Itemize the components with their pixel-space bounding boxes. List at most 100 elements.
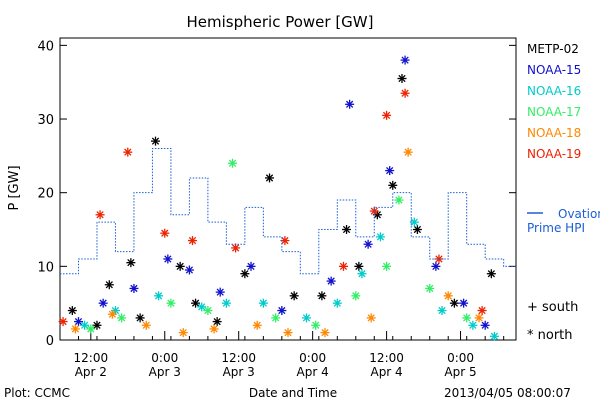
series-noaa-16 <box>80 217 499 341</box>
data-point <box>468 320 478 330</box>
data-point <box>403 147 413 157</box>
y-axis-label: P [GW] <box>7 165 22 210</box>
data-point <box>357 269 367 279</box>
data-point <box>117 313 127 323</box>
data-point <box>320 328 330 338</box>
data-point <box>215 287 225 297</box>
data-point <box>431 261 441 271</box>
data-point <box>221 298 231 308</box>
legend-entry: NOAA-18 <box>527 126 581 140</box>
x-tick-time: 12:00 <box>369 351 404 365</box>
data-point <box>462 313 472 323</box>
data-point <box>73 317 83 327</box>
data-point <box>388 180 398 190</box>
data-point <box>178 328 188 338</box>
data-point <box>129 283 139 293</box>
data-point <box>345 99 355 109</box>
data-point <box>67 306 77 316</box>
y-tick-label: 10 <box>37 260 54 275</box>
x-tick-date: Apr 3 <box>223 365 255 379</box>
y-tick-label: 40 <box>37 39 54 54</box>
data-point <box>385 166 395 176</box>
data-point <box>209 324 219 334</box>
legend-entry: NOAA-16 <box>527 84 581 98</box>
data-point <box>86 324 96 334</box>
data-point <box>228 158 238 168</box>
data-point <box>123 147 133 157</box>
data-point <box>58 317 68 327</box>
data-point <box>187 236 197 246</box>
data-point <box>283 328 293 338</box>
data-point <box>338 261 348 271</box>
data-point <box>246 261 256 271</box>
data-point <box>480 320 490 330</box>
data-point <box>154 291 164 301</box>
data-point <box>175 261 185 271</box>
data-point <box>397 74 407 84</box>
marker-key-south: + south <box>527 300 578 315</box>
data-point <box>412 225 422 235</box>
data-point <box>191 298 201 308</box>
data-point <box>459 298 469 308</box>
series-noaa-15 <box>73 55 490 330</box>
data-point <box>354 261 364 271</box>
data-point <box>271 313 281 323</box>
timestamp: 2013/04/05 08:00:07 <box>444 386 571 400</box>
data-point <box>265 173 275 183</box>
data-point <box>394 195 404 205</box>
x-tick-time: 0:00 <box>447 351 474 365</box>
data-point <box>400 88 410 98</box>
data-point <box>277 306 287 316</box>
x-tick-date: Apr 5 <box>444 365 476 379</box>
y-tick-label: 30 <box>37 113 54 128</box>
y-tick-label: 0 <box>46 334 54 349</box>
x-tick-date: Apr 4 <box>297 365 329 379</box>
data-point <box>135 313 145 323</box>
data-point <box>95 210 105 220</box>
data-point <box>382 110 392 120</box>
data-point <box>258 298 268 308</box>
data-point <box>363 239 373 249</box>
data-point <box>104 280 114 290</box>
data-point <box>477 306 487 316</box>
data-point <box>326 276 336 286</box>
plot-frame <box>59 37 517 341</box>
data-point <box>474 313 484 323</box>
legend-entry: NOAA-17 <box>527 105 581 119</box>
data-point <box>425 283 435 293</box>
data-point <box>160 228 170 238</box>
data-point <box>301 313 311 323</box>
data-point <box>342 225 352 235</box>
series-noaa-18 <box>70 147 484 338</box>
series-noaa-19 <box>58 88 487 327</box>
data-point <box>107 309 117 319</box>
x-tick-date: Apr 4 <box>370 365 402 379</box>
data-point <box>151 136 161 146</box>
data-point <box>240 269 250 279</box>
y-tick-label: 20 <box>37 187 54 202</box>
legend-ovation-line2: Prime HPI <box>527 221 585 235</box>
data-point <box>70 324 80 334</box>
data-point <box>126 258 136 268</box>
legend-ovation-line1: Ovation <box>558 207 600 221</box>
data-point <box>231 243 241 253</box>
data-point <box>163 254 173 264</box>
data-point <box>98 298 108 308</box>
data-point <box>449 298 459 308</box>
data-point <box>366 313 376 323</box>
data-point <box>92 320 102 330</box>
ovation-step-line <box>60 147 516 275</box>
chart-title: Hemispheric Power [GW] <box>187 13 374 31</box>
data-point <box>252 320 262 330</box>
x-axis-label: Date and Time <box>249 386 337 400</box>
data-point <box>382 261 392 271</box>
legend-entry: METP-02 <box>527 42 579 56</box>
data-point <box>409 217 419 227</box>
legend-entry: NOAA-15 <box>527 63 581 77</box>
marker-key-north: * north <box>527 328 573 343</box>
data-point <box>486 269 496 279</box>
data-point <box>317 291 327 301</box>
data-point <box>141 320 151 330</box>
